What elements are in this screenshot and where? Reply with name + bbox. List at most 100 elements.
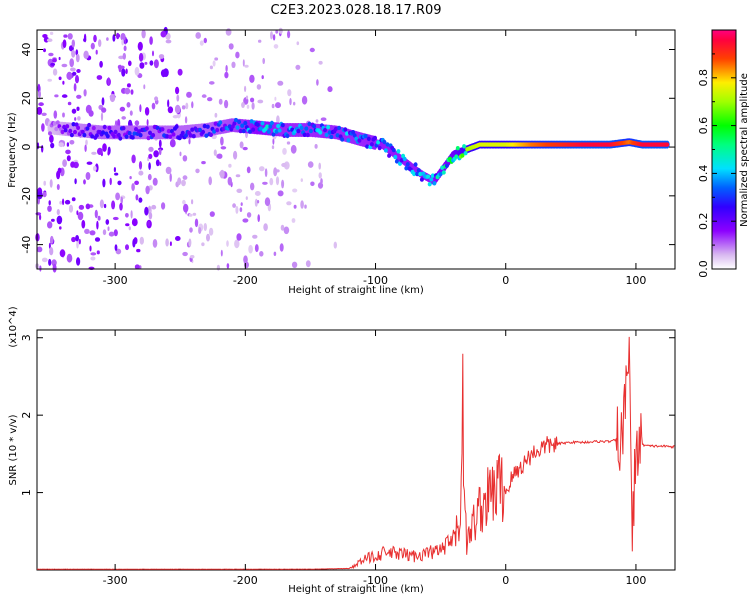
spectrogram-noise-mark <box>130 210 133 219</box>
spectrogram-noise-mark <box>224 99 229 109</box>
spectrogram-noise-mark <box>88 110 94 117</box>
spectrogram-ridge-mark <box>416 168 421 173</box>
spectrogram-noise-mark <box>146 119 149 126</box>
spectrogram-ridge-mark <box>396 149 401 154</box>
spectrogram-noise-mark <box>275 102 281 109</box>
spectrogram-ridge-mark <box>82 132 87 138</box>
spectrogram-noise-mark <box>66 155 71 162</box>
spectrogram-ridge-mark <box>419 177 424 182</box>
spectrogram-y-axis: -40 -20 0 20 40 <box>20 43 675 254</box>
spectrogram-noise-mark <box>242 59 245 67</box>
spectrogram-noise-mark <box>75 235 79 242</box>
snr-frame <box>36 329 676 571</box>
spectrogram-noise-mark <box>148 212 153 220</box>
spectrogram-noise-mark <box>318 172 322 179</box>
spectrogram-noise-mark <box>274 96 277 101</box>
spectrogram-noise-mark <box>118 64 122 73</box>
spectrogram-noise-mark <box>107 77 110 86</box>
spectrogram-noise-mark <box>181 105 186 110</box>
spectrogram-ridge-mark <box>137 129 142 134</box>
spectrogram-ridge-mark <box>432 181 437 186</box>
spectrogram-noise-mark <box>177 177 182 186</box>
snr-series-line <box>36 336 675 570</box>
spectrogram-ridge-mark <box>399 158 404 163</box>
spectrogram-noise-mark <box>293 204 297 209</box>
spectrogram-noise-mark <box>109 177 112 186</box>
spectrogram-noise-mark <box>291 218 296 223</box>
spectrogram-noise-mark <box>235 51 240 59</box>
spectrogram-noise-mark <box>53 110 58 119</box>
spectrogram-noise-mark <box>188 138 191 145</box>
spectrogram-ridge-mark <box>430 173 435 178</box>
spectrogram-noise-mark <box>39 214 42 221</box>
spectrogram-noise-mark <box>333 241 337 249</box>
spectrogram-ridge-mark <box>101 130 106 135</box>
spectrogram-noise-mark <box>241 102 245 108</box>
spectrogram-ridge-mark <box>171 132 176 137</box>
spectrogram-noise-mark <box>138 52 144 62</box>
spectrogram-noise-mark <box>254 191 261 196</box>
spectrogram-noise-mark <box>125 213 129 218</box>
spectrogram-noise-mark <box>90 256 96 261</box>
spectrogram-noise-mark <box>277 80 284 86</box>
spectrogram-noise-mark <box>84 144 87 152</box>
spectrogram-noise-mark <box>69 58 74 68</box>
spectrogram-ridge-mark <box>248 129 252 134</box>
spectrogram-ridge-mark <box>134 127 138 132</box>
spectrogram-noise-mark <box>147 173 152 181</box>
spectrogram-noise-mark <box>74 117 77 121</box>
snr-x-tick-label: -100 <box>363 574 388 587</box>
spectrogram-noise-mark <box>69 140 75 145</box>
spectrogram-noise-mark <box>72 71 77 76</box>
spectrogram-noise-mark <box>220 249 223 257</box>
spectrogram-noise-mark <box>182 199 186 205</box>
spectrogram-noise-mark <box>192 212 197 216</box>
spectrogram-ridge-mark <box>413 162 418 167</box>
spectrogram-noise-mark <box>137 41 143 51</box>
spectrogram-ridge-mark <box>132 131 137 136</box>
spectrogram-noise-mark <box>111 200 116 210</box>
spectrogram-noise-mark <box>126 83 131 88</box>
spectrogram-ridge-mark <box>243 120 248 126</box>
spectrogram-noise-mark <box>71 197 76 202</box>
spectrogram-noise-mark <box>76 257 81 266</box>
spectrogram-ridge-mark <box>218 120 223 125</box>
spectrogram-noise-mark <box>239 141 244 149</box>
spectrogram-x-tick-label: 0 <box>502 274 509 287</box>
spectrogram-noise-mark <box>59 226 62 230</box>
spectrogram-ridge-mark <box>312 124 317 129</box>
spectrogram-noise-mark <box>216 153 223 159</box>
spectrogram-ridge-mark <box>352 133 357 138</box>
spectrogram-noise-mark <box>264 168 268 178</box>
spectrogram-noise-mark <box>251 102 255 110</box>
spectrogram-noise-mark <box>186 91 192 98</box>
spectrogram-noise-mark <box>165 166 172 175</box>
spectrogram-noise-mark <box>301 95 308 105</box>
spectrogram-noise-mark <box>276 115 280 124</box>
spectrogram-noise-mark <box>277 190 284 197</box>
spectrogram-noise-mark <box>96 75 103 80</box>
spectrogram-noise-mark <box>167 106 174 114</box>
spectrogram-x-tick-label: -300 <box>103 274 128 287</box>
spectrogram-noise-mark <box>59 249 66 258</box>
spectrogram-noise-mark <box>320 178 323 185</box>
spectrogram-ridge-mark <box>302 132 307 137</box>
spectrogram-noise-mark <box>304 204 307 209</box>
spectrogram-noise-mark <box>220 136 224 146</box>
spectrogram-noise-mark <box>167 99 170 108</box>
spectrogram-noise-mark <box>218 98 223 105</box>
spectrogram-noise-mark <box>293 101 296 106</box>
spectrogram-y-tick-label: -20 <box>20 187 33 205</box>
spectrogram-noise-mark <box>271 103 275 109</box>
spectrogram-noise-mark <box>228 163 232 168</box>
spectrogram-ridge-mark <box>351 130 356 135</box>
spectrogram-noise-mark <box>65 149 71 155</box>
spectrogram-noise-mark <box>159 161 162 166</box>
spectrogram-noise-mark <box>101 97 105 106</box>
spectrogram-ridge-mark <box>280 123 285 128</box>
spectrogram-noise-mark <box>125 68 128 75</box>
spectrogram-noise-mark <box>47 221 53 229</box>
spectrogram-ridge-mark <box>213 121 218 126</box>
spectrogram-noise-mark <box>316 79 319 86</box>
spectrogram-noise-mark <box>103 203 107 209</box>
